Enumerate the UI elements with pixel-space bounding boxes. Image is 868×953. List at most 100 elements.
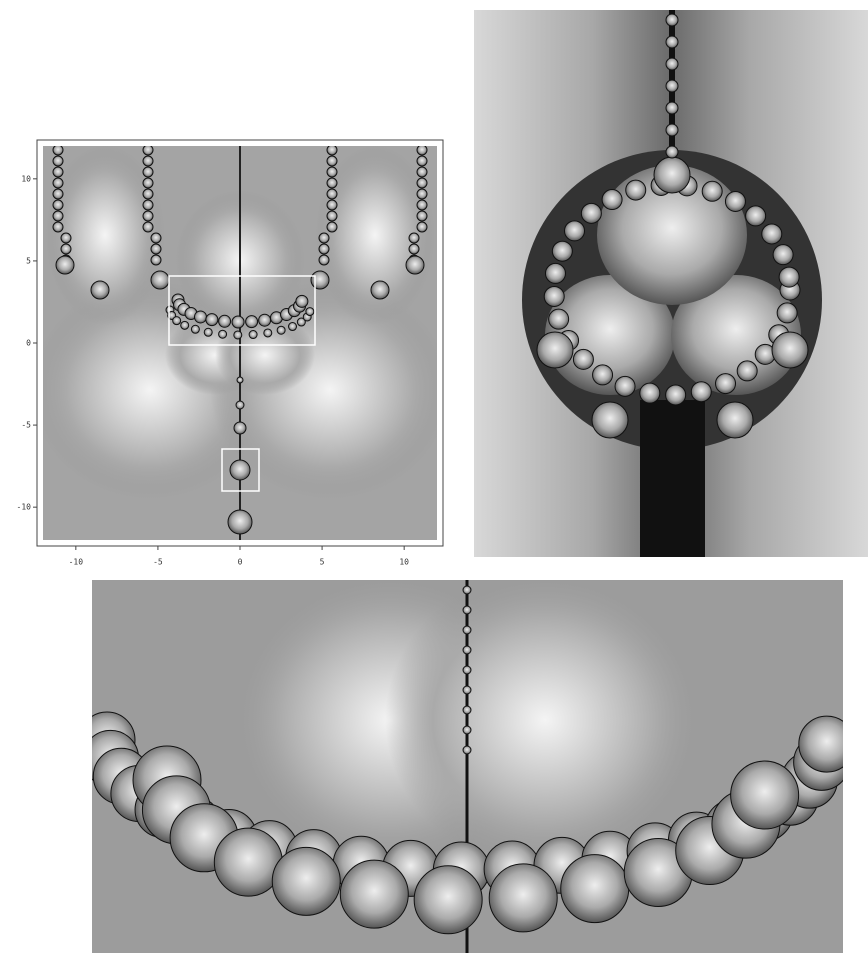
fractal-bubble [150,232,162,244]
fractal-bubble [416,146,428,156]
fractal-bubble [639,382,661,404]
fractal-bubble [326,155,338,167]
fractal-bubble [408,243,420,255]
fractal-bubble [771,331,809,369]
fractal-bubble [172,316,182,326]
fractal-bubble [462,745,472,755]
fractal-bubble [235,400,245,410]
fractal-bubble [560,854,630,924]
fractal-bubble [52,166,64,178]
fractal-bubble [55,255,75,275]
fractal-bubble [52,188,64,200]
fractal-bubble [326,199,338,211]
fractal-bubble [150,270,170,290]
fractal-bubble [772,244,794,266]
fractal-bubble [665,145,679,159]
fractal-bubble [310,270,330,290]
fractal-bubble [90,280,110,300]
fractal-bubble [462,705,472,715]
fractal-bubble [665,79,679,93]
fractal-bubble [326,177,338,189]
fractal-bubble [318,243,330,255]
fractal-bubble [416,155,428,167]
fractal-bubble [736,360,758,382]
fractal-bubble [716,401,754,439]
fractal-bubble [180,320,190,330]
fractal-bubble [370,280,390,300]
fractal-bubble [653,156,691,194]
fractal-bubble [142,155,154,167]
fractal-bubble [229,459,251,481]
fractal-bubble [416,166,428,178]
fractal-bubble [233,421,247,435]
fractal-bubble [236,376,244,384]
fractal-bubble [665,13,679,27]
lobe [671,275,801,395]
fractal-bubble [551,240,573,262]
fractal-bubble [205,313,219,327]
fractal-bubble [724,190,746,212]
fractal-bubble [408,232,420,244]
left-image [43,146,437,540]
fractal-bubble [52,146,64,156]
fractal-bubble [231,315,245,329]
fractal-bubble [276,325,286,335]
fractal-bubble [462,605,472,615]
lobe [45,146,165,325]
fractal-bubble [405,255,425,275]
axes: -10 -5 0 5 10 -10 -5 0 5 10 [17,174,410,566]
fractal-bubble [60,232,72,244]
fractal-bubble [543,285,565,307]
fractal-bubble [218,329,228,339]
fractal-stem [640,400,705,557]
fractal-bubble [52,199,64,211]
fractal-bubble [193,310,207,324]
fractal-bubble [60,243,72,255]
fractal-bubble [614,375,636,397]
fractal-bubble [142,166,154,178]
fractal-bubble [142,188,154,200]
fractal-bubble [296,317,306,327]
fractal-bubble [305,307,315,317]
fractal-bubble [601,189,623,211]
fractal-bubble [488,863,558,933]
fractal-bubble [591,401,629,439]
fractal-bubble [665,384,687,406]
fractal-bubble [318,254,330,266]
fractal-bubble [462,725,472,735]
bottom-image [92,580,843,953]
fractal-bubble [416,199,428,211]
y-tick-label: -5 [21,421,31,430]
fractal-bubble [462,685,472,695]
y-tick-label: 0 [26,339,31,348]
x-tick-label: -5 [153,558,163,567]
fractal-bubble [761,223,783,245]
fractal-bubble [263,328,273,338]
fractal-bubble [572,348,594,370]
fractal-bubble [548,308,570,330]
fractal-bubble [665,57,679,71]
fractal-bubble [52,210,64,222]
fractal-bubble [462,625,472,635]
fractal-bubble [326,166,338,178]
x-tick-label: 5 [320,558,325,567]
fractal-bubble [326,188,338,200]
fractal-bubble [190,324,200,334]
fractal-bubble [318,232,330,244]
fractal-bubble [544,262,566,284]
right-image [474,10,868,557]
fractal-bubble [462,585,472,595]
fractal-bubble [248,330,258,340]
fractal-bubble [288,322,298,332]
fractal-bubble [326,146,338,156]
fractal-bubble [416,188,428,200]
fractal-bubble [701,180,723,202]
fractal-bubble [339,859,409,929]
fractal-bubble [416,210,428,222]
fractal-bubble [416,177,428,189]
fractal-bubble [665,101,679,115]
fractal-bubble [625,179,647,201]
fractal-bubble [580,202,602,224]
fractal-bubble [462,665,472,675]
